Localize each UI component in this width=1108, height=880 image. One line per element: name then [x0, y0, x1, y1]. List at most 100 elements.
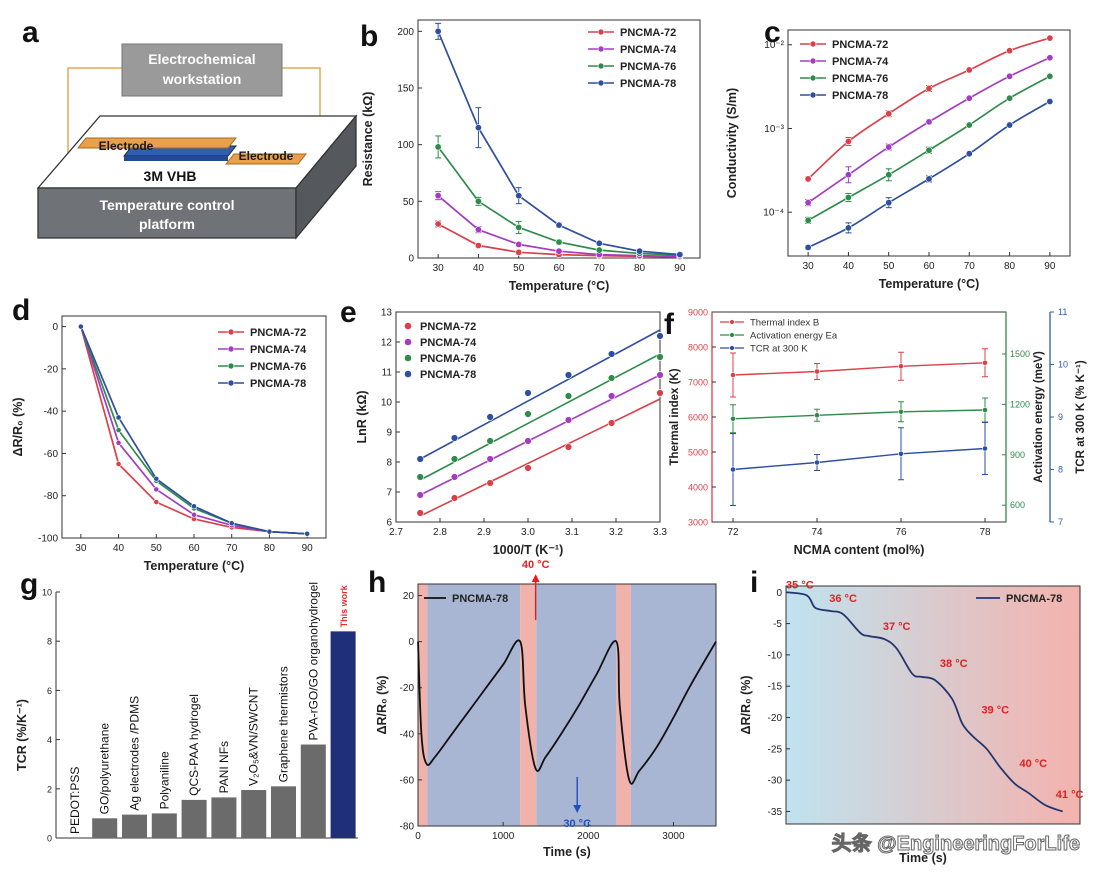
- bar-label: Polyaniline: [157, 751, 171, 809]
- x-tick-label: 3.2: [609, 527, 623, 538]
- y-tick-label: -60: [400, 775, 415, 786]
- data-point: [597, 28, 605, 36]
- data-point: [804, 175, 812, 183]
- x-tick-label: 80: [634, 263, 646, 274]
- y-tick-label: -15: [768, 682, 783, 693]
- y-tick-label: 7: [386, 488, 392, 499]
- y-axis-label: ΔR/R₀ (%): [375, 675, 389, 734]
- data-point: [809, 74, 817, 82]
- data-point: [227, 345, 235, 353]
- left-axis-label: Thermal index (K): [669, 368, 681, 465]
- y-tick-label: 5000: [688, 448, 708, 458]
- workstation-box: [121, 43, 283, 97]
- vhb-tape-edge: [124, 156, 228, 161]
- y-tick-label: 10⁻³: [764, 124, 784, 135]
- y-tick-label: 6: [386, 518, 392, 529]
- data-point: [814, 368, 820, 375]
- data-point: [450, 455, 459, 463]
- watermark-shadow: 头条 @EngineeringForLife: [832, 831, 1080, 855]
- y2-tick-label: 900: [1010, 450, 1025, 460]
- data-point: [304, 530, 311, 537]
- data-point: [227, 328, 235, 336]
- data-point: [404, 370, 412, 378]
- x-tick-label: 90: [1044, 261, 1056, 272]
- x-tick-label: 3.1: [565, 527, 579, 538]
- electrode-label: Electrode: [99, 139, 154, 153]
- data-point: [885, 171, 893, 179]
- data-point: [885, 199, 893, 207]
- data-point: [898, 363, 904, 370]
- series-line: [732, 409, 986, 420]
- data-point: [898, 450, 904, 457]
- data-point: [404, 338, 412, 346]
- data-point: [656, 353, 664, 361]
- x-tick-label: 3.0: [521, 527, 535, 538]
- data-point: [656, 371, 664, 379]
- data-point: [656, 389, 664, 397]
- data-point: [515, 192, 523, 200]
- data-point: [564, 443, 573, 451]
- data-point: [597, 45, 605, 53]
- step-label: 41 °C: [1056, 789, 1084, 801]
- y3-tick-label: 9: [1058, 412, 1063, 422]
- legend-label: PNCMA-74: [832, 56, 889, 68]
- legend-label: PNCMA-72: [250, 327, 306, 339]
- right-axis-label: Activation energy (meV): [1033, 351, 1045, 483]
- y-tick-label: 4: [47, 735, 52, 745]
- data-point: [486, 455, 494, 463]
- data-point: [885, 110, 893, 118]
- x-tick-label: 80: [1004, 261, 1016, 272]
- annotation-arrowhead: [573, 804, 582, 813]
- bar-label: V₂O₅&VN/SWCNT: [247, 687, 261, 787]
- far-right-axis-label: TCR at 300 K (% K⁻¹): [1075, 360, 1087, 474]
- panel-b: 30 40 50 60 70 80 90 0 50 100 150 200 Temperature (°…: [361, 19, 701, 293]
- y-tick-label: 12: [381, 338, 393, 349]
- data-point: [656, 332, 664, 340]
- legend-label: PNCMA-78: [832, 90, 888, 102]
- x-tick-label: 70: [594, 263, 606, 274]
- temperature-band: [630, 584, 716, 826]
- x-axis-label: NCMA content (mol%): [794, 543, 925, 557]
- y3-tick-label: 10: [1058, 360, 1068, 370]
- legend-label: Thermal index B: [750, 318, 819, 329]
- y-tick-label: -35: [768, 807, 783, 818]
- panel-letter: d: [12, 294, 30, 327]
- data-point: [965, 150, 973, 158]
- data-point: [597, 79, 605, 87]
- x-tick-label: 3000: [662, 831, 685, 842]
- data-point: [515, 223, 523, 231]
- data-point: [804, 216, 812, 224]
- data-point: [524, 437, 532, 445]
- data-point: [486, 479, 494, 487]
- series-line: [80, 326, 308, 535]
- data-point: [965, 66, 973, 74]
- workstation-label: workstation: [162, 71, 242, 87]
- legend-label: PNCMA-74: [620, 44, 677, 56]
- panel-letter: e: [340, 296, 357, 329]
- y-axis-label: TCR (%/K⁻¹): [15, 699, 29, 771]
- data-point: [227, 379, 235, 387]
- data-point: [555, 238, 563, 246]
- panel-letter: g: [20, 568, 38, 601]
- bar-label: PEDOT:PSS: [68, 767, 82, 834]
- electrode-left: [76, 137, 238, 149]
- x-axis-label: Time (s): [899, 851, 947, 865]
- y-tick-label: 10: [381, 398, 393, 409]
- data-point: [227, 362, 235, 370]
- data-point: [524, 464, 532, 472]
- x-axis-label: 1000/T (K⁻¹): [493, 543, 564, 557]
- y-tick-label: 6000: [688, 413, 708, 423]
- y-tick-label: 10: [42, 588, 52, 598]
- panel-h: 0 1000 2000 3000 20 0 -20 -40 -60 -80 Time (s) ΔR/R…: [375, 559, 717, 859]
- data-point: [814, 459, 820, 466]
- data-point: [1006, 121, 1014, 129]
- data-point: [266, 528, 273, 535]
- x-tick-label: 76: [895, 527, 907, 538]
- y-tick-label: -80: [44, 491, 59, 502]
- y-tick-label: 8: [47, 637, 52, 647]
- panel-f: 72 74 76 7830004000500060007000800090006009…: [669, 307, 1087, 557]
- data-point: [898, 408, 904, 415]
- legend-label: PNCMA-76: [420, 353, 476, 365]
- y-tick-label: 20: [403, 591, 415, 602]
- data-point: [486, 437, 494, 445]
